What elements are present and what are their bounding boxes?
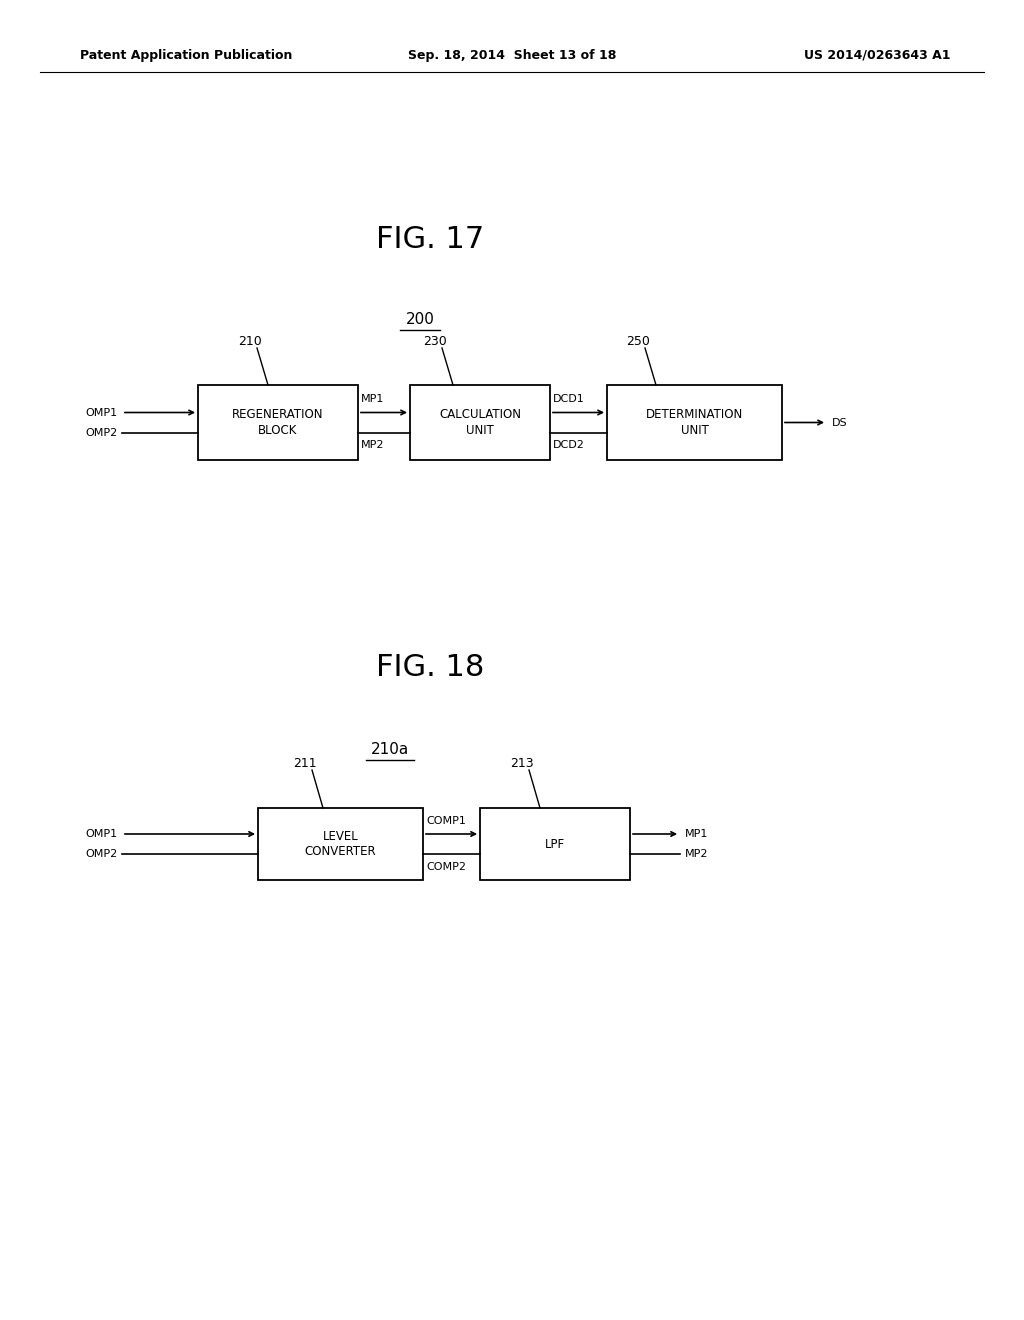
- Text: DCD1: DCD1: [553, 395, 585, 404]
- Text: COMP1: COMP1: [426, 816, 466, 826]
- Text: 211: 211: [293, 756, 316, 770]
- Text: Sep. 18, 2014  Sheet 13 of 18: Sep. 18, 2014 Sheet 13 of 18: [408, 49, 616, 62]
- Text: MP1: MP1: [685, 829, 709, 840]
- Text: LPF: LPF: [545, 837, 565, 850]
- Text: OMP1: OMP1: [86, 408, 118, 417]
- Text: FIG. 18: FIG. 18: [376, 653, 484, 682]
- Bar: [607, 385, 782, 459]
- Bar: [198, 385, 358, 459]
- Text: OMP1: OMP1: [86, 829, 118, 840]
- Text: 210a: 210a: [371, 742, 410, 758]
- Text: MP2: MP2: [361, 441, 384, 450]
- Bar: [410, 385, 550, 459]
- Text: OMP2: OMP2: [86, 428, 118, 437]
- Text: DS: DS: [831, 417, 848, 428]
- Text: 213: 213: [510, 756, 534, 770]
- Text: 210: 210: [239, 335, 262, 348]
- Bar: [480, 808, 630, 880]
- Bar: [258, 808, 423, 880]
- Text: MP2: MP2: [685, 849, 709, 859]
- Text: MP1: MP1: [361, 395, 384, 404]
- Text: 200: 200: [406, 313, 434, 327]
- Text: 250: 250: [626, 335, 650, 348]
- Text: FIG. 17: FIG. 17: [376, 226, 484, 255]
- Text: COMP2: COMP2: [426, 862, 466, 873]
- Text: OMP2: OMP2: [86, 849, 118, 859]
- Text: LEVEL
CONVERTER: LEVEL CONVERTER: [305, 830, 376, 858]
- Text: REGENERATION
BLOCK: REGENERATION BLOCK: [232, 408, 324, 437]
- Text: 230: 230: [423, 335, 446, 348]
- Text: CALCULATION
UNIT: CALCULATION UNIT: [439, 408, 521, 437]
- Text: US 2014/0263643 A1: US 2014/0263643 A1: [804, 49, 950, 62]
- Text: DCD2: DCD2: [553, 441, 585, 450]
- Text: DETERMINATION
UNIT: DETERMINATION UNIT: [646, 408, 743, 437]
- Text: Patent Application Publication: Patent Application Publication: [80, 49, 293, 62]
